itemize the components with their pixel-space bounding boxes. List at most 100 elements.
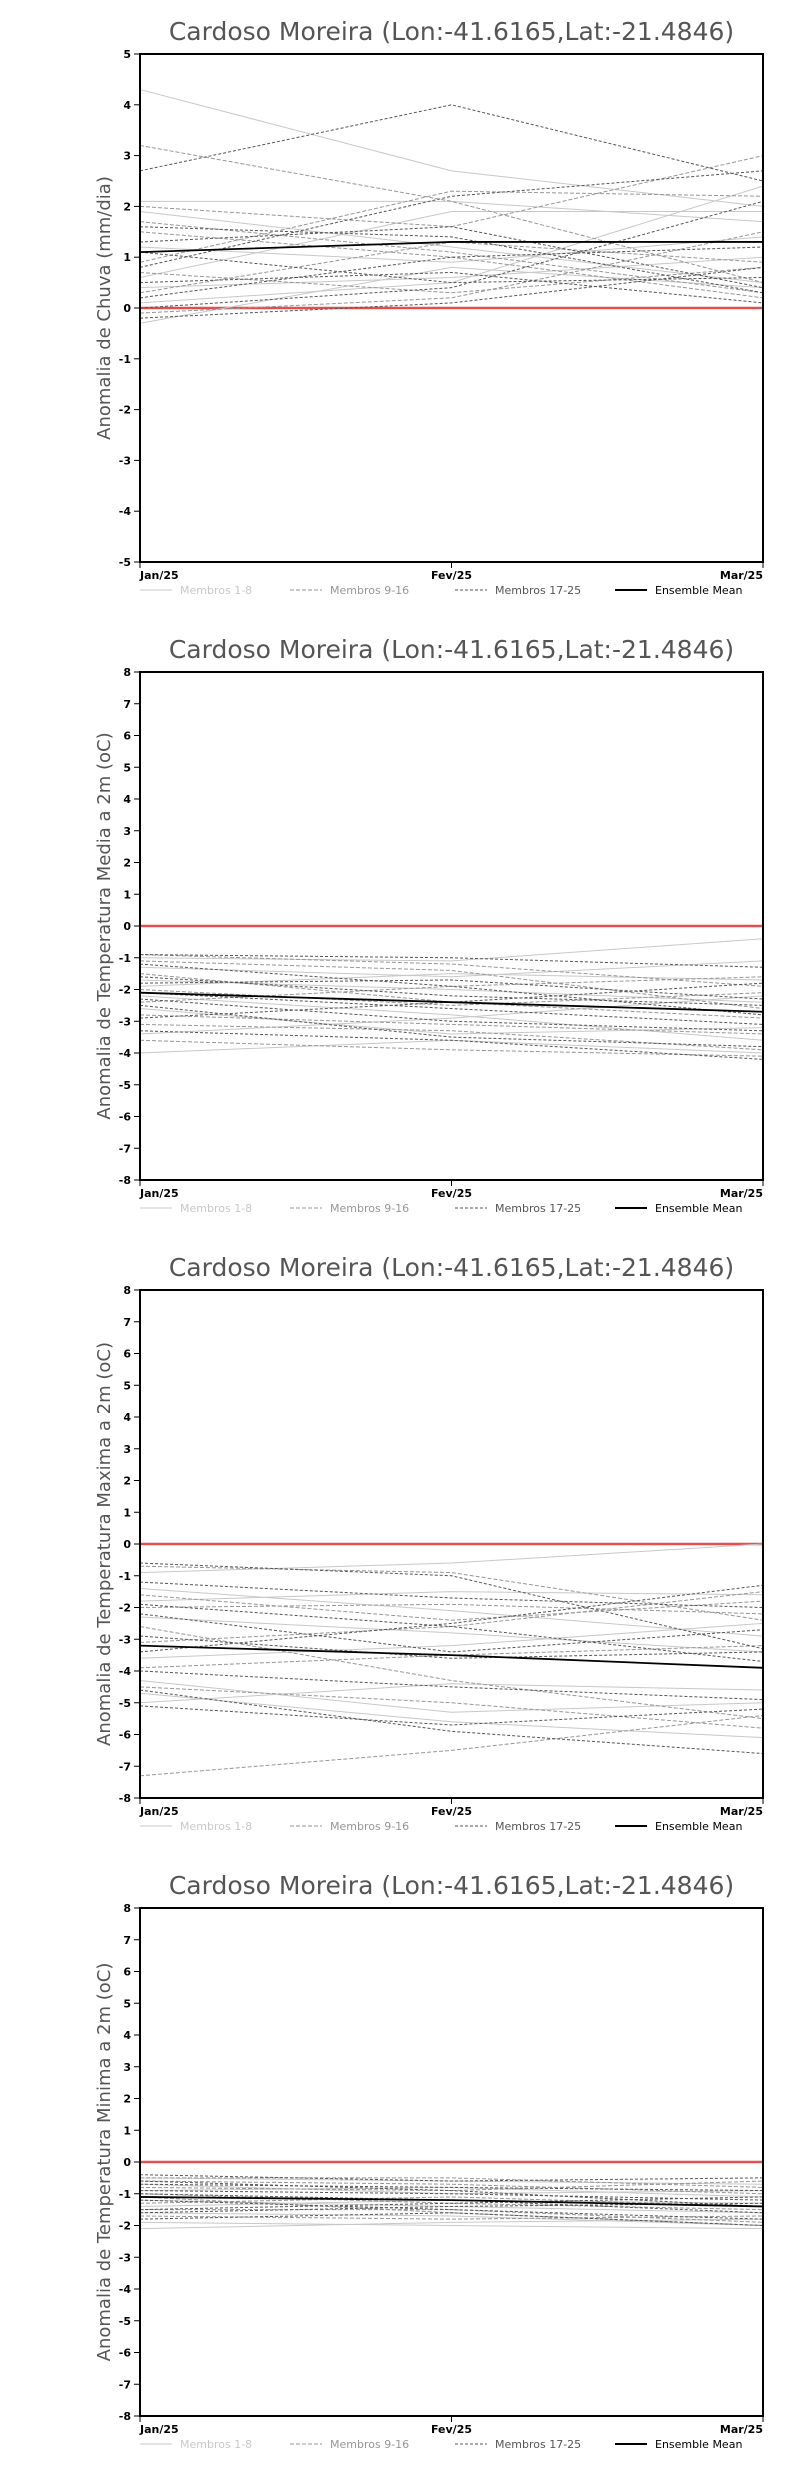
series-line-members-9-16 [139,2196,764,2207]
chart-mean-temperature: Cardoso Moreira (Lon:-41.6165,Lat:-21.48… [94,635,764,1215]
series-line-members-1-8 [139,266,764,324]
y-tick-label: -5 [119,2315,131,2328]
y-tick-label: -5 [119,1697,131,1710]
ensemble-mean-line [139,2196,764,2208]
series-line-members-17-25 [139,104,764,182]
chart-precipitation: Cardoso Moreira (Lon:-41.6165,Lat:-21.48… [94,17,764,597]
legend-label-members-1-8: Membros 1-8 [180,584,252,597]
y-tick-label: 0 [123,920,131,933]
series-line-members-17-25 [139,954,764,968]
plot-frame [139,1289,764,1799]
series-line-members-9-16 [139,2193,764,2211]
y-tick-label: 8 [123,1284,131,1297]
y-tick-label: -8 [119,1174,131,1187]
y-tick-label: 8 [123,666,131,679]
series-line-members-1-8 [139,1591,764,1602]
series-line-members-17-25 [139,976,764,1006]
y-tick-label: 1 [123,1506,131,1519]
y-tick-label: -3 [119,1015,131,1028]
x-tick-label: Mar/25 [720,1805,763,1818]
series-line-members-17-25 [139,1635,764,1659]
x-tick-label: Jan/25 [139,1187,179,1200]
series-line-members-1-8 [139,1622,764,1659]
x-tick-label: Fev/25 [431,1805,472,1818]
y-tick-label: -8 [119,1792,131,1805]
ensemble-mean-line [139,991,764,1013]
series-line-members-1-8 [139,2221,764,2230]
series-line-members-1-8 [139,89,764,207]
chart-title: Cardoso Moreira (Lon:-41.6165,Lat:-21.48… [169,1871,734,1900]
series-line-members-9-16 [139,231,764,314]
y-tick-label: -1 [119,353,131,366]
series-line-members-17-25 [139,2190,764,2201]
series-line-members-1-8 [139,236,764,263]
y-axis-label: Anomalia de Chuva (mm/dia) [94,176,115,440]
series-line-members-9-16 [139,1686,764,1729]
series-line-members-17-25 [139,963,764,1016]
series-line-members-17-25 [139,1705,764,1726]
series-line-members-17-25 [139,1030,764,1060]
series-line-members-1-8 [139,2218,764,2230]
series-line-members-17-25 [139,266,764,319]
series-line-members-17-25 [139,2174,764,2182]
series-line-members-1-8 [139,1587,764,1637]
series-line-members-1-8 [139,938,764,962]
x-tick-label: Jan/25 [139,569,179,582]
y-tick-label: -5 [119,556,131,569]
y-tick-label: -6 [119,1111,132,1124]
legend-label-members-1-8: Membros 1-8 [180,1820,252,1833]
x-tick-label: Mar/25 [720,1187,763,1200]
plot-frame [139,671,764,1181]
y-tick-label: 3 [123,1443,131,1456]
series-line-members-9-16 [139,1594,764,1621]
series-line-members-9-16 [139,1626,764,1720]
series-line-members-17-25 [139,2180,764,2207]
y-tick-label: -6 [119,2347,132,2360]
series-line-members-9-16 [139,1014,764,1035]
legend-label-members-1-8: Membros 1-8 [180,1202,252,1215]
y-tick-label: -3 [119,454,131,467]
series-line-members-9-16 [140,2177,764,2188]
y-tick-label: -4 [119,1047,132,1060]
y-axis-label: Anomalia de Temperatura Maxima a 2m (oC) [94,1342,115,1746]
x-tick-label: Fev/25 [431,569,472,582]
legend-label-members-9-16: Membros 9-16 [330,2438,409,2451]
y-tick-label: 2 [123,857,131,870]
series-line-members-1-8 [139,210,763,279]
series-line-members-17-25 [139,2199,764,2220]
series-line-members-9-16 [139,989,764,1006]
y-tick-label: -1 [119,1570,131,1583]
y-tick-label: -5 [119,1079,131,1092]
ensemble-mean-line [139,1644,764,1669]
series-line-members-17-25 [139,1581,764,1608]
y-tick-label: -2 [119,404,131,417]
x-tick-label: Jan/25 [139,2423,179,2436]
y-axis-label: Anomalia de Temperatura Minima a 2m (oC) [94,1963,115,2362]
series-line-members-17-25 [139,998,764,1032]
y-tick-label: 3 [123,2061,131,2074]
series-line-members-1-8 [139,210,764,284]
y-tick-label: -4 [119,505,132,518]
legend-label-members-9-16: Membros 9-16 [330,1202,409,1215]
legend-label-members-9-16: Membros 9-16 [330,584,409,597]
chart-title: Cardoso Moreira (Lon:-41.6165,Lat:-21.48… [169,635,734,664]
y-tick-label: 2 [123,200,131,213]
series-line-members-9-16 [139,190,764,263]
series-line-members-17-25 [139,1603,764,1662]
y-tick-label: 6 [123,730,131,743]
legend-label-members-1-8: Membros 1-8 [180,2438,252,2451]
chart-max-temperature: Cardoso Moreira (Lon:-41.6165,Lat:-21.48… [94,1253,764,1833]
y-tick-label: -3 [119,1633,131,1646]
series-line-members-17-25 [139,2202,764,2214]
series-line-members-17-25 [139,992,764,1025]
legend-label-ensemble-mean: Ensemble Mean [655,584,742,597]
series-line-members-9-16 [139,1591,764,1643]
series-line-members-9-16 [139,266,764,294]
y-tick-label: -2 [119,984,131,997]
legend-label-members-17-25: Membros 17-25 [495,1820,581,1833]
series-line-members-17-25 [139,246,764,299]
series-line-members-1-8 [139,979,764,1003]
y-tick-label: -4 [119,1665,132,1678]
y-tick-label: -3 [119,2251,131,2264]
series-line-members-1-8 [139,1039,764,1054]
